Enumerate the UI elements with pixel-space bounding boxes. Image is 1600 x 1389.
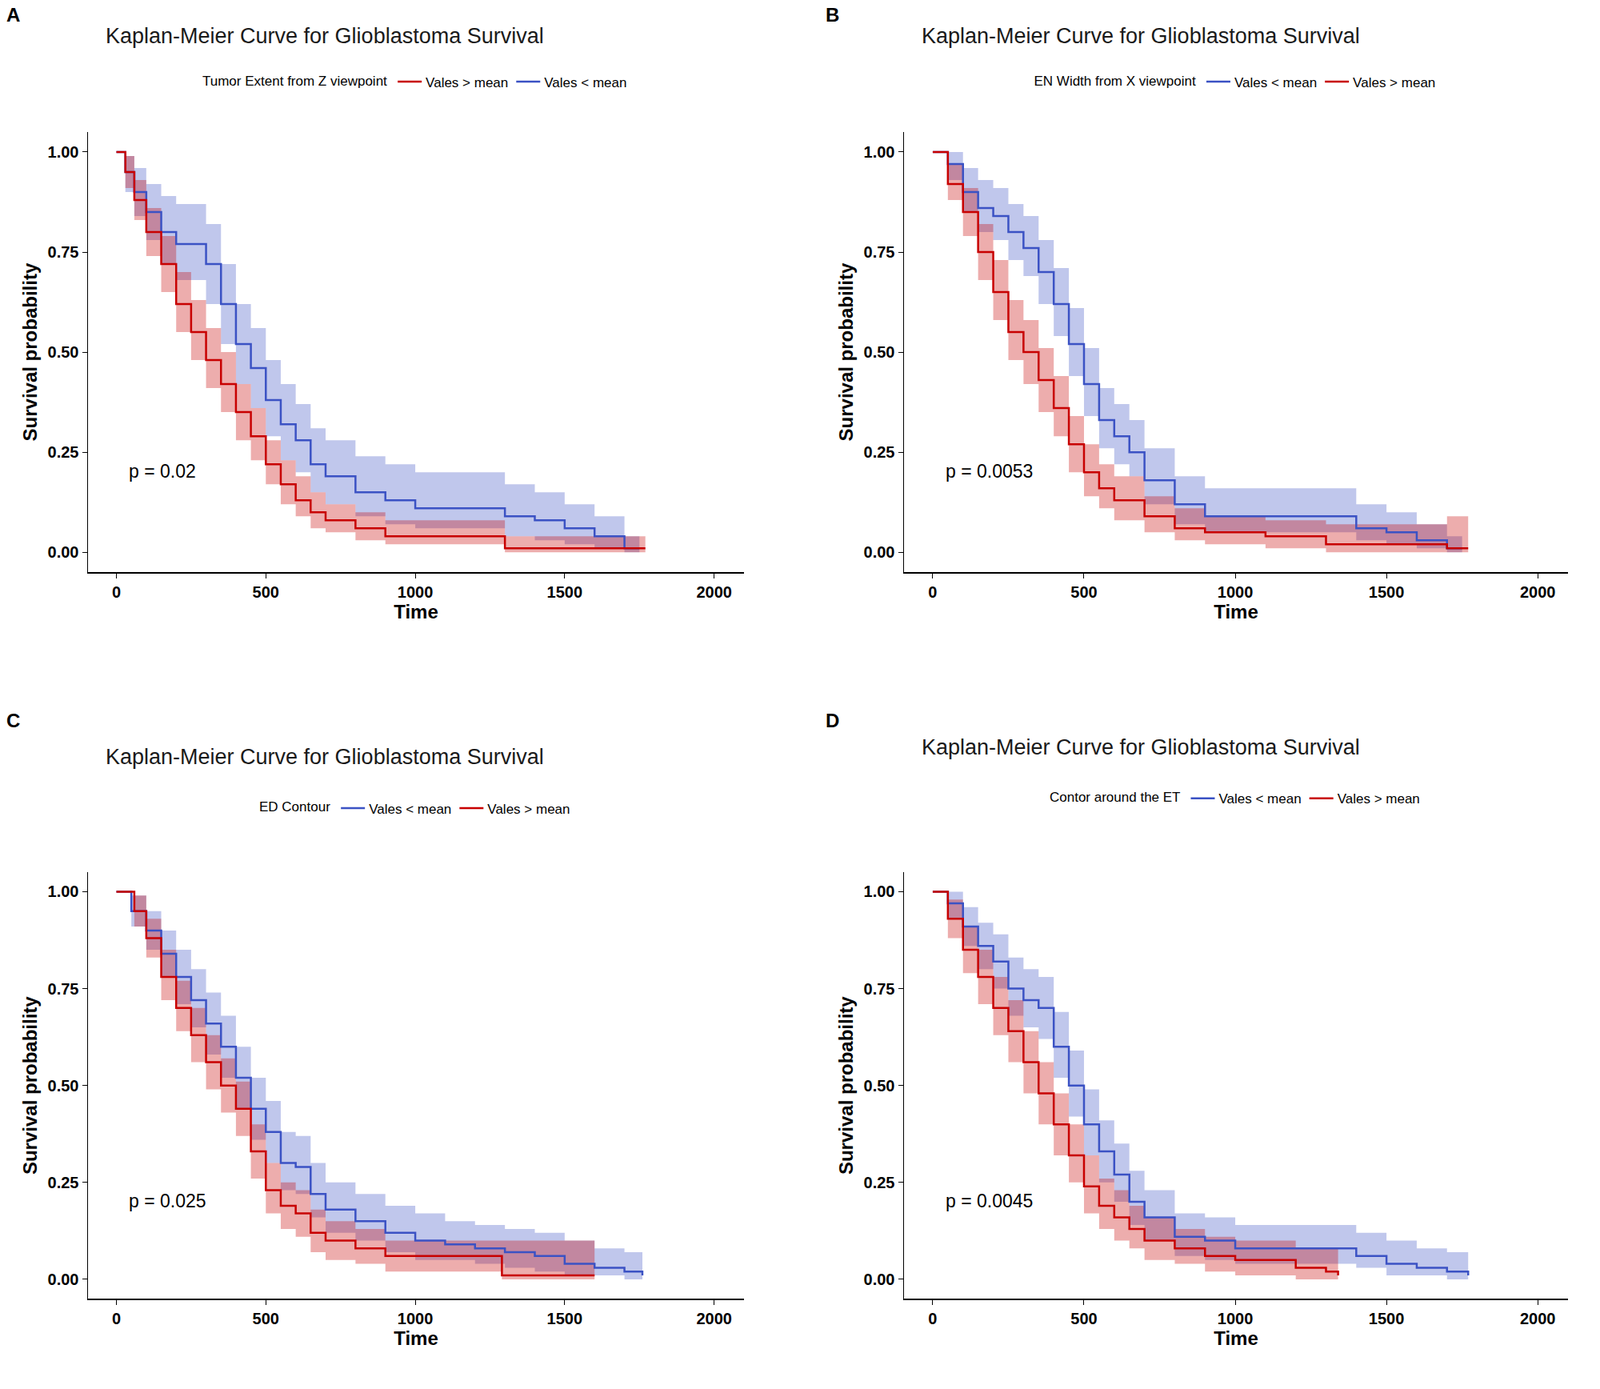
svg-text:0.00: 0.00 — [48, 1270, 80, 1288]
svg-text:0.25: 0.25 — [48, 443, 80, 461]
svg-text:Kaplan-Meier Curve for Gliobla: Kaplan-Meier Curve for Glioblastoma Surv… — [921, 735, 1360, 760]
svg-text:Vales < mean: Vales < mean — [1234, 75, 1317, 91]
svg-text:0.75: 0.75 — [864, 980, 896, 998]
svg-text:0: 0 — [112, 583, 121, 601]
svg-text:Survival probability: Survival probability — [19, 996, 41, 1175]
svg-text:Kaplan-Meier Curve for Gliobla: Kaplan-Meier Curve for Glioblastoma Surv… — [105, 744, 544, 769]
svg-text:Survival probability: Survival probability — [19, 262, 41, 441]
svg-text:0.50: 0.50 — [864, 343, 896, 361]
svg-text:B: B — [825, 4, 840, 26]
svg-text:2000: 2000 — [696, 1309, 732, 1328]
svg-text:Time: Time — [393, 600, 439, 623]
svg-text:500: 500 — [1070, 583, 1097, 601]
svg-text:p = 0.0053: p = 0.0053 — [945, 460, 1033, 482]
svg-text:1.00: 1.00 — [48, 143, 80, 161]
svg-text:ED Contour: ED Contour — [259, 799, 331, 815]
svg-text:Vales < mean: Vales < mean — [544, 75, 627, 91]
svg-text:Time: Time — [1213, 600, 1259, 623]
svg-text:500: 500 — [252, 1309, 280, 1328]
svg-text:Vales < mean: Vales < mean — [1218, 791, 1301, 807]
svg-text:0.75: 0.75 — [48, 243, 80, 261]
svg-text:Time: Time — [393, 1327, 439, 1349]
svg-text:1500: 1500 — [547, 1309, 584, 1328]
svg-text:1.00: 1.00 — [864, 143, 896, 161]
svg-text:Vales > mean: Vales > mean — [425, 75, 508, 91]
svg-text:A: A — [6, 4, 20, 26]
svg-text:0.50: 0.50 — [48, 343, 80, 361]
svg-text:1000: 1000 — [1217, 583, 1254, 601]
svg-text:500: 500 — [1070, 1309, 1097, 1328]
svg-text:Vales > mean: Vales > mean — [1337, 791, 1420, 807]
svg-text:EN Width from X viewpoint: EN Width from X viewpoint — [1034, 73, 1196, 89]
svg-text:Survival probability: Survival probability — [835, 262, 857, 441]
svg-text:0: 0 — [112, 1309, 121, 1328]
svg-text:Vales > mean: Vales > mean — [1352, 75, 1436, 91]
svg-text:1500: 1500 — [547, 583, 584, 601]
svg-text:500: 500 — [252, 583, 280, 601]
svg-text:Kaplan-Meier Curve for Gliobla: Kaplan-Meier Curve for Glioblastoma Surv… — [921, 24, 1360, 48]
svg-text:1500: 1500 — [1368, 583, 1405, 601]
svg-text:1000: 1000 — [397, 1309, 434, 1328]
svg-text:0.75: 0.75 — [48, 980, 80, 998]
svg-text:2000: 2000 — [1520, 583, 1556, 601]
svg-text:Kaplan-Meier Curve for Gliobla: Kaplan-Meier Curve for Glioblastoma Surv… — [105, 24, 544, 48]
svg-text:Vales > mean: Vales > mean — [487, 801, 570, 817]
svg-text:2000: 2000 — [696, 583, 732, 601]
svg-text:Survival probability: Survival probability — [835, 996, 857, 1175]
svg-text:1500: 1500 — [1368, 1309, 1405, 1328]
svg-text:0.50: 0.50 — [48, 1076, 80, 1095]
svg-text:0.25: 0.25 — [48, 1173, 80, 1192]
svg-text:p = 0.025: p = 0.025 — [128, 1190, 207, 1212]
svg-text:p = 0.02: p = 0.02 — [128, 460, 196, 482]
svg-text:0: 0 — [928, 583, 937, 601]
svg-text:Time: Time — [1213, 1327, 1259, 1349]
svg-text:0: 0 — [928, 1309, 937, 1328]
svg-text:0.75: 0.75 — [864, 243, 896, 261]
svg-text:Vales < mean: Vales < mean — [368, 801, 452, 817]
svg-text:Contor around the ET: Contor around the ET — [1049, 789, 1180, 805]
svg-text:0.25: 0.25 — [864, 443, 896, 461]
svg-text:1.00: 1.00 — [864, 882, 896, 900]
svg-text:0.00: 0.00 — [864, 1270, 896, 1288]
svg-text:p = 0.0045: p = 0.0045 — [945, 1190, 1033, 1212]
svg-text:Tumor Extent from Z viewpoint: Tumor Extent from Z viewpoint — [202, 73, 388, 89]
svg-text:1.00: 1.00 — [48, 882, 80, 900]
svg-text:1000: 1000 — [397, 583, 434, 601]
svg-text:D: D — [825, 709, 840, 732]
svg-text:0.00: 0.00 — [48, 543, 80, 561]
svg-text:0.50: 0.50 — [864, 1076, 896, 1095]
svg-text:C: C — [6, 709, 20, 732]
svg-text:2000: 2000 — [1520, 1309, 1556, 1328]
svg-text:0.25: 0.25 — [864, 1173, 896, 1192]
svg-text:1000: 1000 — [1217, 1309, 1254, 1328]
svg-text:0.00: 0.00 — [864, 543, 896, 561]
